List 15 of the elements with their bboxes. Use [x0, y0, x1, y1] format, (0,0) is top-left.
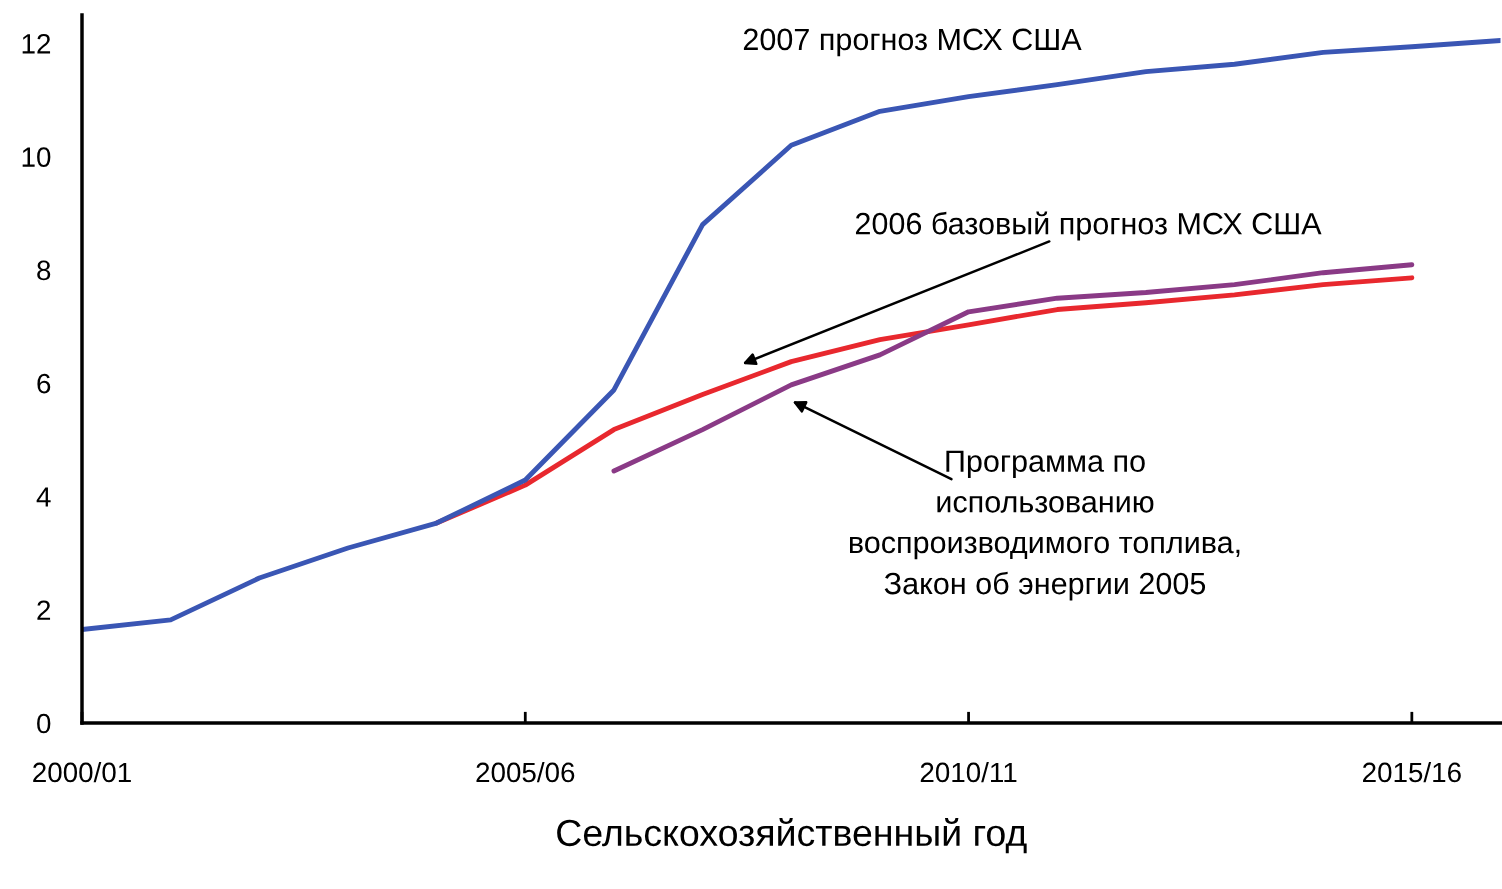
x-tick-label: 2000/01 — [33, 761, 131, 783]
y-tick-label: 6 — [37, 373, 51, 394]
x-tick-label: 2010/11 — [920, 761, 1017, 783]
y-tick-label: 12 — [22, 33, 51, 54]
annotation: Программа по использованию воспроизводимого топлива, Закон об энергии 2005 — [850, 450, 1240, 601]
y-tick-label: 4 — [36, 487, 51, 507]
annotation: 2007 прогноз МСХ США — [743, 28, 1082, 57]
y-tick-label: 8 — [37, 260, 51, 281]
y-tick-label: 0 — [37, 713, 51, 734]
x-axis-title: Сельскохозяйственный год — [557, 818, 1027, 854]
y-tick-label: 10 — [22, 147, 51, 167]
x-tick-label: 2005/06 — [476, 761, 575, 783]
x-tick-label: 2015/16 — [1363, 761, 1461, 783]
y-tick-label: 2 — [37, 600, 51, 620]
annotation: 2006 базовый прогноз МСХ США — [855, 211, 1322, 241]
